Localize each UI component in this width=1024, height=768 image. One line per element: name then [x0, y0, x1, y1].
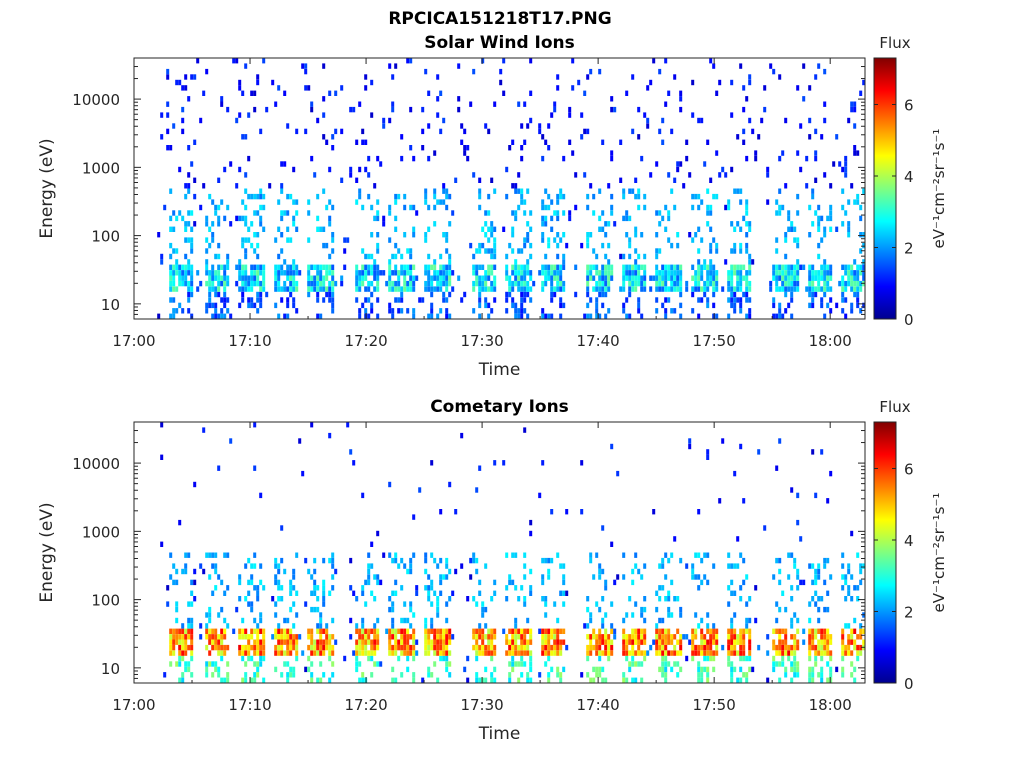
- x-tick-label: 17:10: [228, 332, 271, 350]
- axes-frame: [133, 421, 866, 684]
- x-tick-label: 17:50: [693, 332, 736, 350]
- colorbar-tick-label: 4: [904, 532, 914, 550]
- colorbar-title: Flux: [879, 34, 910, 52]
- colorbar: [873, 57, 897, 320]
- x-tick-label: 17:30: [460, 696, 503, 714]
- y-tick-label: 10: [101, 660, 120, 678]
- colorbar-tick-label: 0: [904, 311, 914, 329]
- colorbar-tick-label: 6: [904, 96, 914, 114]
- colorbar-tick-label: 4: [904, 168, 914, 186]
- x-axis-label: Time: [478, 360, 521, 380]
- y-tick-label: 100: [91, 592, 120, 610]
- x-tick-label: 17:20: [344, 696, 387, 714]
- panel-cometary: Cometary Ions 17:00 17:10 17:20 17:30 17:40 17…: [37, 397, 948, 744]
- x-tick-label: 17:50: [693, 696, 736, 714]
- figure-title: RPCICA151218T17.PNG: [388, 9, 611, 29]
- y-tick-label: 1000: [82, 159, 120, 177]
- x-tick-label: 18:00: [809, 696, 852, 714]
- panel-title: Solar Wind Ions: [424, 33, 575, 53]
- spectrogram-cells: [160, 422, 866, 683]
- x-tick-label: 17:10: [228, 696, 271, 714]
- colorbar-tick-label: 2: [904, 239, 914, 257]
- x-axis-label: Time: [478, 724, 521, 744]
- y-tick-label: 10000: [72, 91, 120, 109]
- axes-frame: [133, 57, 866, 320]
- spectrogram-cells: [157, 58, 866, 319]
- x-tick-label: 17:00: [112, 696, 155, 714]
- colorbar: [873, 421, 897, 684]
- x-tick-label: 17:30: [460, 332, 503, 350]
- panel-title: Cometary Ions: [430, 397, 569, 417]
- colorbar-title: Flux: [879, 398, 910, 416]
- panel-solar-wind: Solar Wind Ions 17:00 17:10 17:20 17:30 17:40…: [37, 33, 948, 380]
- colorbar-unit-label: eV⁻¹cm⁻²sr⁻¹s⁻¹: [930, 129, 948, 249]
- x-tick-label: 17:00: [112, 332, 155, 350]
- y-axis-label: Energy (eV): [37, 502, 57, 602]
- x-tick-label: 17:40: [577, 696, 620, 714]
- x-tick-label: 17:20: [344, 332, 387, 350]
- colorbar-tick-label: 6: [904, 460, 914, 478]
- colorbar-tick-label: 0: [904, 675, 914, 693]
- x-tick-label: 17:40: [577, 332, 620, 350]
- y-axis-label: Energy (eV): [37, 138, 57, 238]
- y-tick-label: 10000: [72, 455, 120, 473]
- colorbar-tick-label: 2: [904, 603, 914, 621]
- y-tick-label: 100: [91, 228, 120, 246]
- colorbar-unit-label: eV⁻¹cm⁻²sr⁻¹s⁻¹: [930, 493, 948, 613]
- panels: Solar Wind Ions 17:00 17:10 17:20 17:30 17:40…: [37, 33, 948, 744]
- y-tick-label: 1000: [82, 523, 120, 541]
- y-tick-label: 10: [101, 296, 120, 314]
- x-tick-label: 18:00: [809, 332, 852, 350]
